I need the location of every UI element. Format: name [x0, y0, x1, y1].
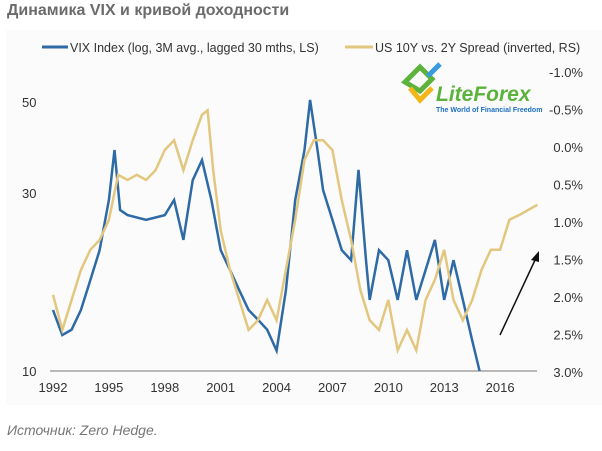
trend-arrowhead	[531, 251, 539, 262]
x-tick-label: 2013	[430, 380, 459, 395]
legend: VIX Index (log, 3M avg., lagged 30 mths,…	[42, 41, 580, 55]
right-tick-label: 1.5%	[553, 253, 583, 268]
right-tick-label: 2.0%	[553, 290, 583, 305]
svg-text:The World of Financial Freedom: The World of Financial Freedom	[436, 107, 542, 114]
svg-text:LiteForex: LiteForex	[436, 83, 532, 106]
legend-spread-label: US 10Y vs. 2Y Spread (inverted, RS)	[375, 41, 580, 55]
right-tick-label: 0.0%	[553, 140, 583, 155]
right-tick-label: 0.5%	[553, 178, 583, 193]
left-tick-label: 30	[22, 186, 36, 201]
source-caption: Источник: Zero Hedge.	[7, 422, 158, 438]
x-tick-label: 2004	[262, 380, 291, 395]
left-tick-label: 50	[22, 95, 36, 110]
right-tick-label: -0.5%	[549, 103, 583, 118]
right-tick-label: 1.0%	[553, 215, 583, 230]
x-tick-label: 1995	[94, 380, 123, 395]
x-tick-label: 1992	[39, 380, 68, 395]
x-tick-label: 2001	[206, 380, 235, 395]
trend-arrow	[499, 257, 537, 336]
liteforex-logo: LiteForex The World of Financial Freedom	[400, 62, 542, 114]
series-spread-line	[51, 107, 539, 355]
x-tick-label: 2010	[374, 380, 403, 395]
legend-vix-label: VIX Index (log, 3M avg., lagged 30 mths,…	[70, 41, 319, 55]
article-title: Динамика VIX и кривой доходности	[7, 2, 290, 19]
right-tick-label: -1.0%	[549, 65, 583, 80]
x-tick-label: 1998	[150, 380, 179, 395]
x-tick-label: 2016	[486, 380, 515, 395]
right-tick-label: 2.5%	[553, 328, 583, 343]
left-tick-label: 10	[22, 364, 36, 379]
series-vix-line	[51, 99, 481, 372]
x-tick-label: 2007	[318, 380, 347, 395]
right-tick-label: 3.0%	[553, 365, 583, 380]
